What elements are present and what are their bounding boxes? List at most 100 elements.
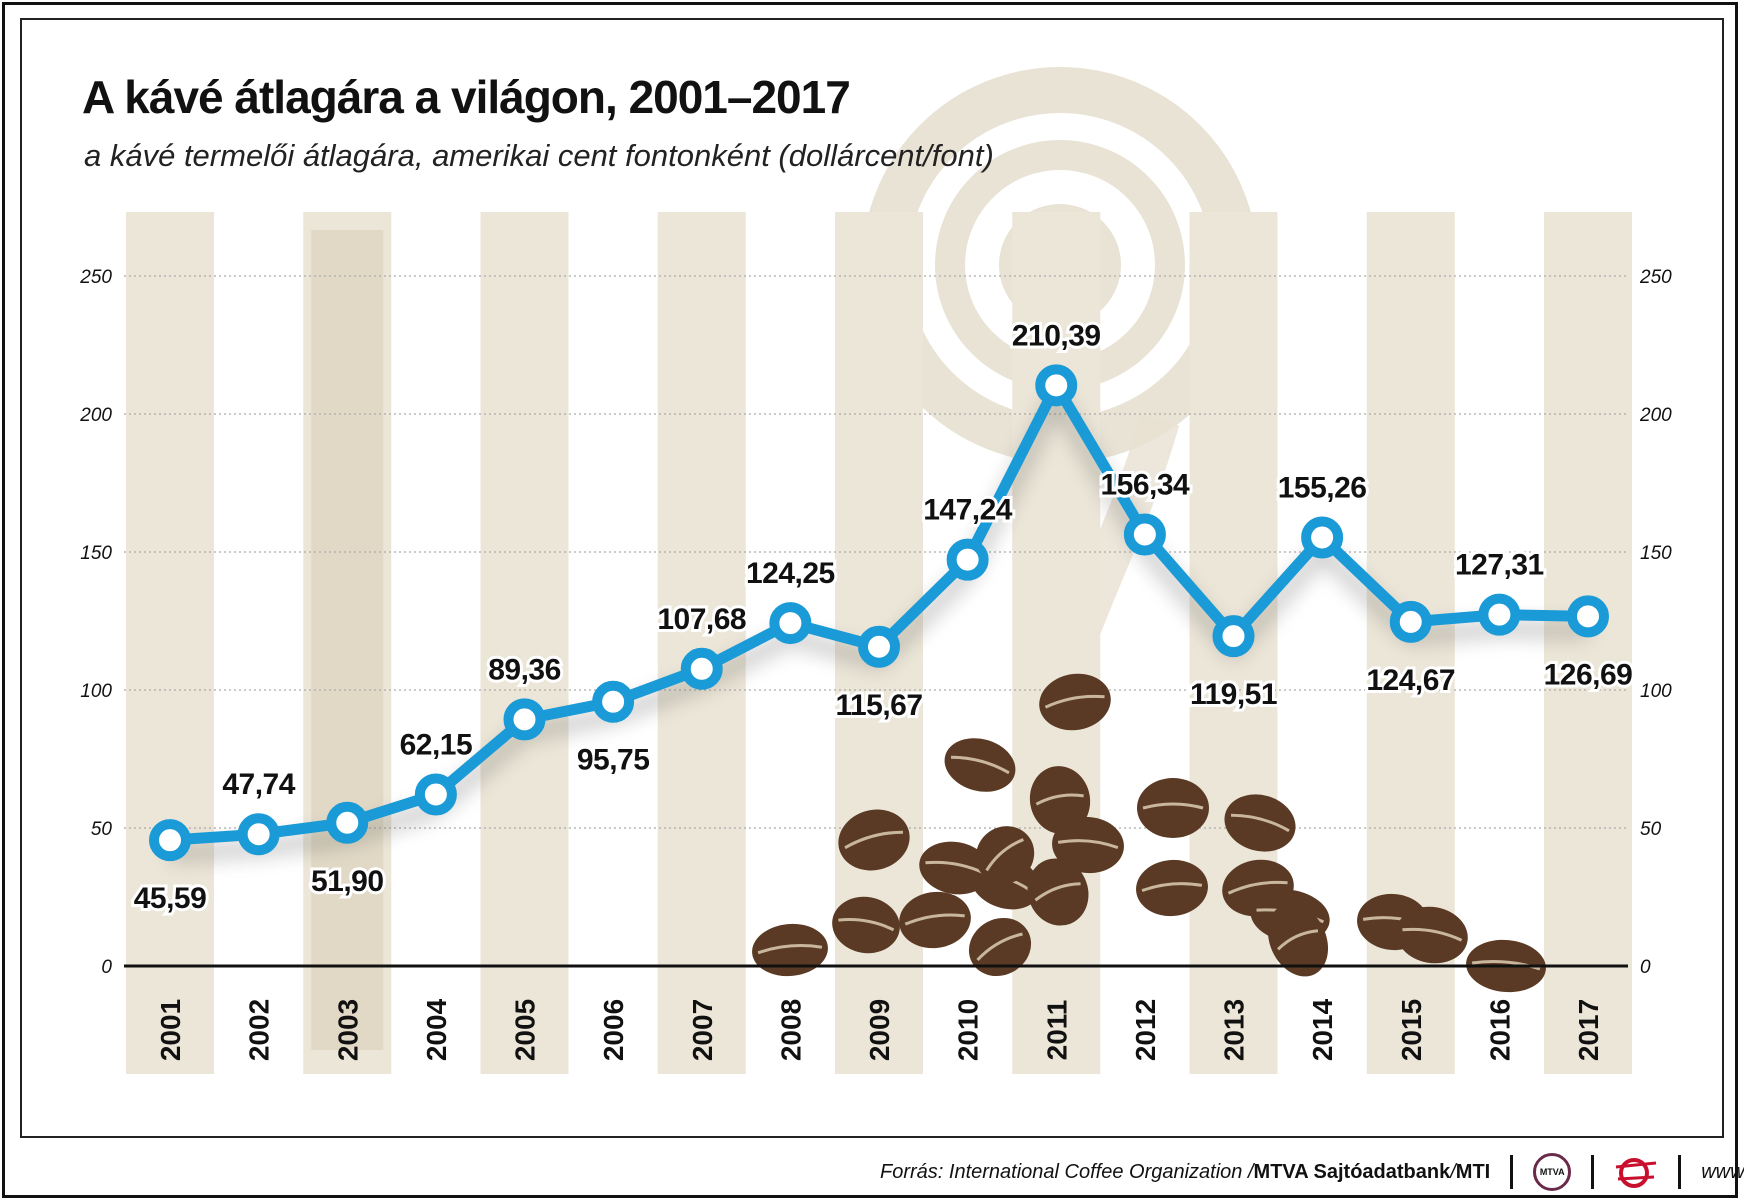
coffee-bean-icon <box>1029 766 1091 834</box>
data-point <box>1301 516 1344 559</box>
bean-body <box>1224 794 1296 852</box>
bean-body <box>968 917 1032 977</box>
y-tick-label-right: 100 <box>1640 681 1672 702</box>
bean-crease <box>1035 793 1084 806</box>
bean-crease <box>976 932 1023 962</box>
year-stripe <box>480 212 569 1074</box>
bean-crease <box>1142 802 1204 810</box>
bean-crease <box>1231 813 1290 833</box>
data-label: 155,26 <box>1278 471 1367 504</box>
y-tick-label-left: 0 <box>101 957 112 978</box>
data-label: 115,67 <box>835 689 922 722</box>
bean-crease <box>1034 882 1081 902</box>
data-point <box>592 680 635 723</box>
chart-panel-frame <box>20 18 1724 1138</box>
data-point <box>858 625 900 668</box>
bean-body <box>1052 816 1124 874</box>
coffee-bean-icon <box>752 923 828 977</box>
data-point <box>1212 615 1255 658</box>
coffee-bean-icon <box>1136 859 1208 917</box>
data-label: 95,75 <box>577 744 650 777</box>
x-tick-label: 2001 <box>155 999 186 1061</box>
year-stripe <box>126 212 214 1074</box>
y-tick-label-left: 50 <box>91 819 113 840</box>
x-tick-label: 2011 <box>1041 1000 1072 1061</box>
data-label: 156,34 <box>1100 469 1190 502</box>
source-agency: MTVA Sajtóadatbank <box>1253 1160 1451 1183</box>
data-label: 147,24 <box>923 494 1013 527</box>
data-point <box>1478 593 1521 636</box>
source-mti: MTI <box>1455 1160 1491 1183</box>
data-point <box>1567 595 1609 638</box>
year-stripe <box>1544 212 1632 1074</box>
coffee-bean-icon <box>1039 673 1111 731</box>
footer-divider <box>1678 1155 1682 1189</box>
source-label: Forrás: International Coffee Organizatio… <box>880 1160 1254 1183</box>
data-point <box>1389 600 1432 643</box>
data-labels: 45,5947,7451,9062,1589,3695,75107,68124,… <box>131 316 1636 918</box>
x-tick-label: 2017 <box>1573 999 1604 1061</box>
x-tick-label: 2009 <box>864 999 895 1061</box>
data-label: 51,90 <box>311 865 384 898</box>
bean-body <box>1137 778 1209 838</box>
data-point <box>503 698 546 741</box>
bean-crease <box>844 830 903 850</box>
y-tick-label-right: 250 <box>1639 267 1672 288</box>
bean-crease <box>904 913 965 926</box>
axes: 0 0 50 50 100 100 150 150 200 200 250 250 2001 2002 20… <box>79 267 1672 1061</box>
data-label: 47,74 <box>222 768 295 801</box>
data-label: 89,36 <box>488 653 561 686</box>
price-series <box>149 364 1609 862</box>
x-tick-label: 2006 <box>598 999 629 1061</box>
data-label: 119,51 <box>1190 678 1277 711</box>
coffee-bean-icon <box>1267 903 1329 977</box>
y-tick-label-right: 50 <box>1640 819 1662 840</box>
x-tick-label: 2005 <box>510 999 541 1061</box>
y-tick-label-left: 150 <box>80 543 112 564</box>
footer-divider <box>1510 1155 1514 1189</box>
bean-body <box>1039 673 1111 731</box>
coffee-bean-icon <box>899 891 971 949</box>
data-label: 124,25 <box>746 557 835 590</box>
data-point <box>1035 364 1078 407</box>
data-label: 62,15 <box>400 728 473 761</box>
x-tick-label: 2002 <box>244 999 275 1061</box>
data-label: 210,39 <box>1012 319 1101 352</box>
data-label: 126,69 <box>1544 658 1633 691</box>
bean-crease <box>1227 880 1288 895</box>
x-tick-label: 2003 <box>332 999 363 1061</box>
year-stripe <box>657 212 746 1074</box>
x-tick-label: 2010 <box>953 999 984 1061</box>
data-label: 124,67 <box>1366 664 1455 697</box>
bean-body <box>838 809 910 871</box>
bean-body <box>1396 906 1468 964</box>
mtva-logo-icon: MTVA <box>1533 1153 1572 1191</box>
data-label: 127,31 <box>1455 549 1544 582</box>
data-point <box>149 819 191 862</box>
coffee-bean-icon <box>838 809 910 871</box>
bean-body <box>1267 903 1329 977</box>
data-point <box>769 602 812 645</box>
coffee-bean-icon <box>1224 794 1296 852</box>
y-tick-label-right: 0 <box>1640 957 1651 978</box>
bean-crease <box>1044 694 1105 709</box>
bean-body <box>1136 859 1208 917</box>
coffee-bean-icon <box>944 738 1016 792</box>
data-point <box>946 538 989 581</box>
x-tick-label: 2015 <box>1396 999 1427 1061</box>
coffee-bean-icon <box>975 826 1035 884</box>
bean-crease <box>1402 927 1463 942</box>
footer: Forrás: International Coffee Organizatio… <box>880 1152 1744 1192</box>
mti-logo-icon <box>1616 1158 1657 1188</box>
x-tick-label: 2016 <box>1484 999 1515 1061</box>
bean-crease <box>757 944 823 955</box>
website-url: www.mti.hu <box>1701 1160 1744 1183</box>
bean-crease <box>1277 929 1319 951</box>
bean-crease <box>951 755 1010 775</box>
coffee-bean-icon <box>1052 816 1124 874</box>
coffee-bean-icon <box>968 917 1032 977</box>
data-point <box>680 647 723 690</box>
y-tick-label-left: 200 <box>79 405 112 426</box>
bean-crease <box>985 838 1024 872</box>
